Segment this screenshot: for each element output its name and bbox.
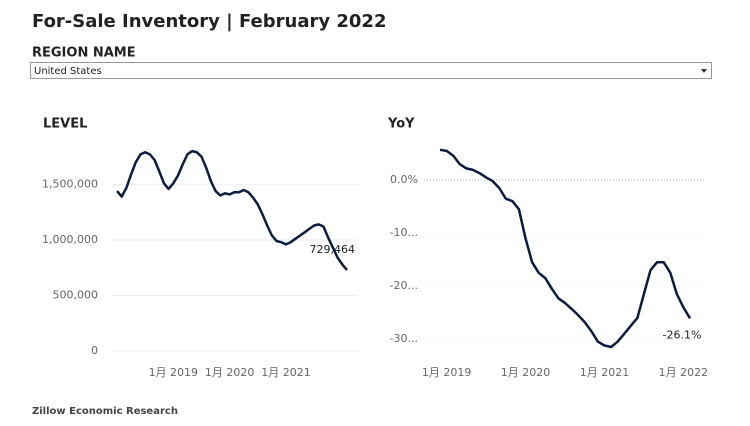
y-tick-label: -30...: [390, 332, 418, 345]
x-tick-label: 1月 2021: [580, 366, 630, 379]
y-tick-label: -10...: [390, 226, 418, 239]
filter-label: REGION NAME: [32, 46, 136, 61]
y-tick-label: 0.0%: [390, 173, 418, 186]
dropdown-value: United States: [34, 66, 102, 77]
dropdown[interactable]: [30, 62, 712, 79]
y-tick-label: 1,500,000: [42, 177, 98, 190]
y-tick-label: -20...: [390, 279, 418, 292]
x-tick-label: 1月 2021: [261, 366, 311, 379]
page-title: For-Sale Inventory | February 2022: [32, 11, 386, 32]
chart-title: LEVEL: [43, 117, 87, 132]
data-label: -26.1%: [663, 328, 702, 341]
x-tick-label: 1月 2019: [149, 366, 199, 379]
chart-title: YoY: [387, 117, 415, 132]
line-series: [116, 149, 348, 271]
x-tick-label: 1月 2022: [659, 366, 709, 379]
line-series: [439, 148, 692, 349]
y-tick-label: 500,000: [53, 288, 99, 301]
x-tick-label: 1月 2019: [422, 366, 472, 379]
dropdown-arrow[interactable]: [701, 69, 707, 73]
y-tick-label: 0: [91, 344, 98, 357]
footer: Zillow Economic Research: [32, 406, 178, 417]
y-tick-label: 1,000,000: [42, 233, 98, 246]
x-tick-label: 1月 2020: [205, 366, 255, 379]
x-tick-label: 1月 2020: [501, 366, 551, 379]
data-label: 729,464: [310, 243, 356, 256]
